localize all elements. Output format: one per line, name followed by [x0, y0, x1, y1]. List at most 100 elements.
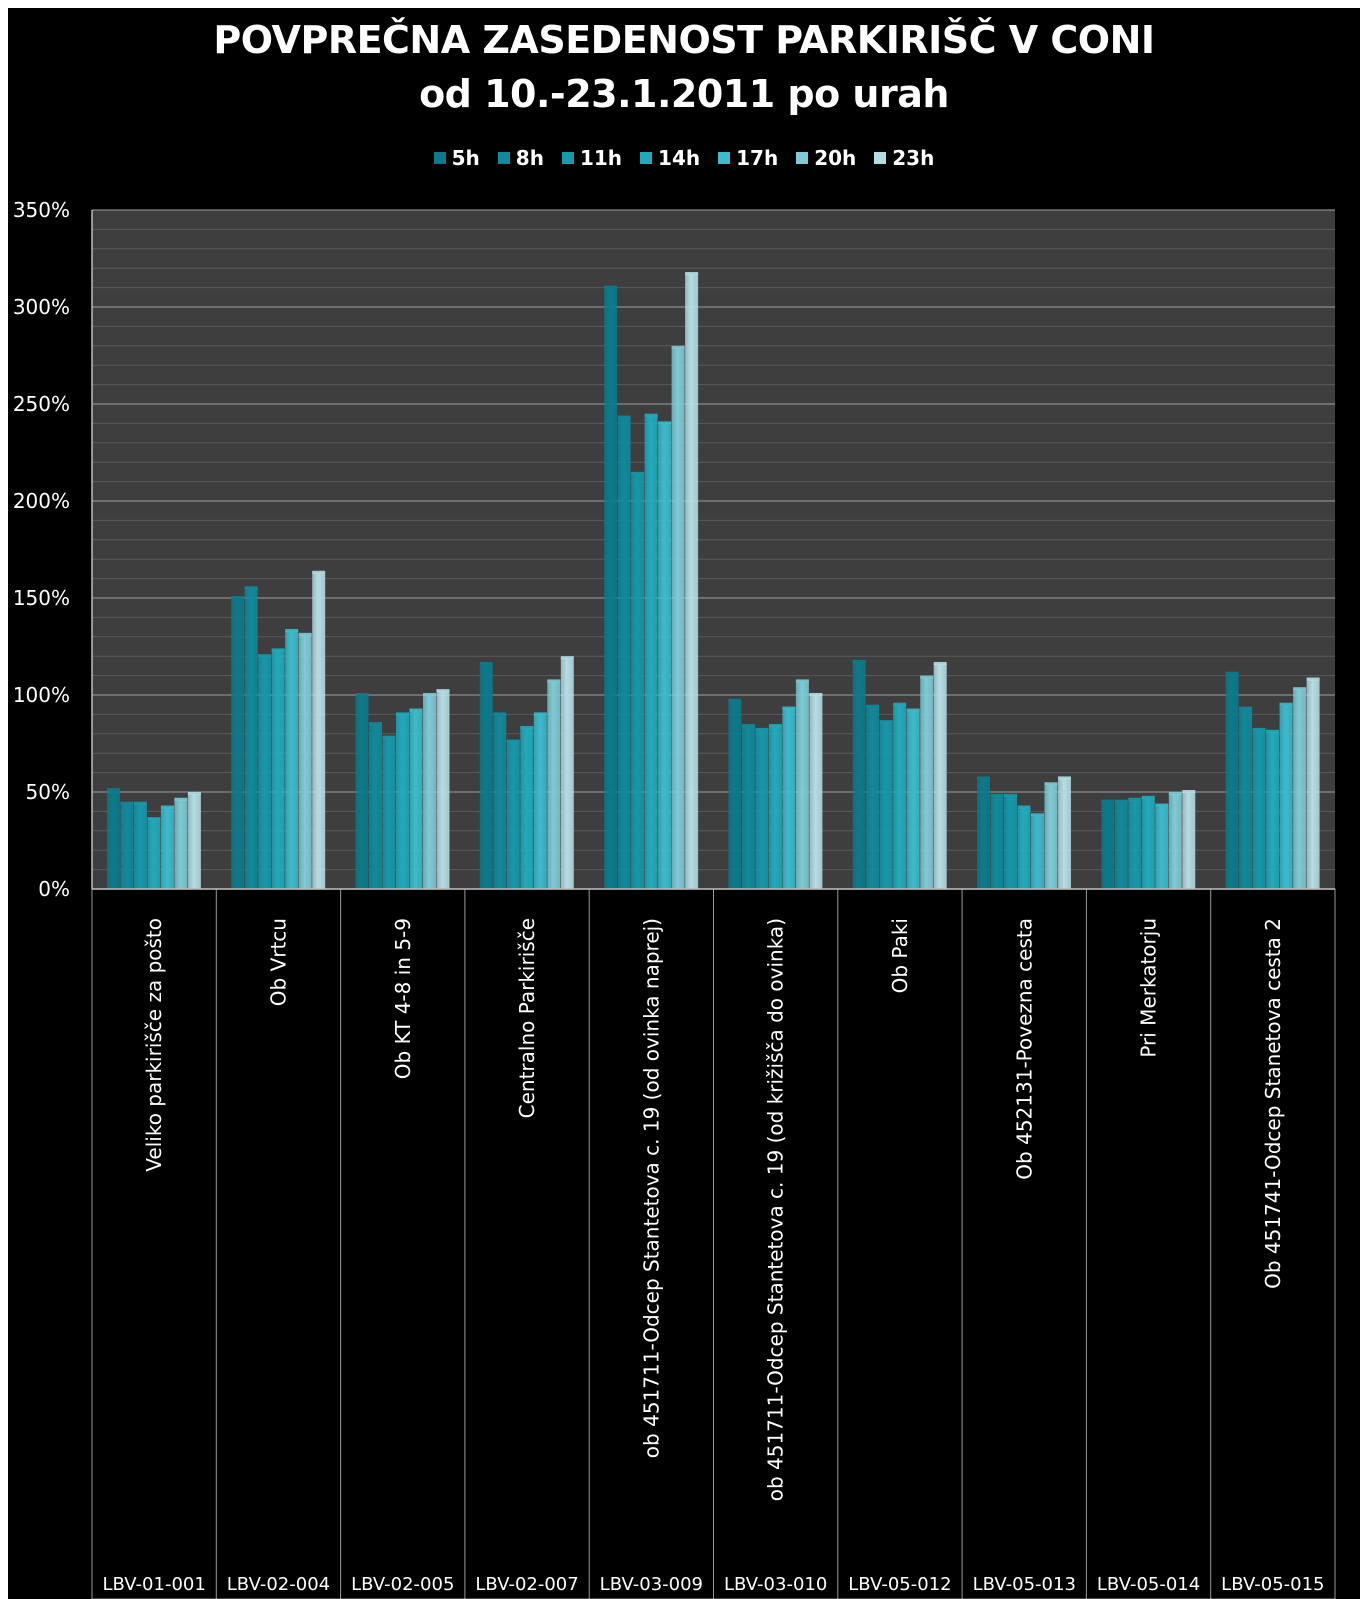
bar-cap — [479, 661, 493, 665]
bar-11h-LBV-05-013 — [1004, 795, 1017, 889]
x-code-label: LBV-01-001 — [102, 1574, 205, 1595]
bar-8h-LBV-01-001 — [120, 803, 134, 889]
x-category-label: Ob 451741-Odcep Stanetova cesta 2 — [1261, 918, 1285, 1289]
legend-item-8h: 8h — [497, 146, 544, 170]
bar-cap — [271, 648, 285, 652]
bar-8h-LBV-02-005 — [369, 724, 382, 889]
bar-20h-LBV-03-009 — [671, 347, 685, 889]
legend-label: 20h — [814, 146, 857, 170]
bar-cap — [396, 712, 409, 716]
bar-5h-LBV-05-013 — [977, 778, 990, 889]
x-code-label: LBV-05-013 — [973, 1574, 1076, 1595]
y-tick-label: 0% — [38, 877, 70, 901]
y-tick-label: 350% — [13, 198, 70, 222]
legend-label: 11h — [579, 146, 623, 170]
x-code-label: LBV-05-015 — [1221, 1574, 1324, 1595]
x-code-label: LBV-03-009 — [600, 1574, 703, 1595]
bar-cap — [1306, 677, 1320, 681]
legend-swatch — [433, 152, 446, 164]
bar-cap — [1155, 803, 1169, 807]
bar-cap — [436, 689, 450, 693]
bar-14h-LBV-05-015 — [1266, 731, 1280, 889]
x-code-label: LBV-02-007 — [475, 1574, 578, 1595]
bar-cap — [520, 725, 534, 729]
bar-20h-LBV-01-001 — [174, 799, 188, 889]
chart-title-line1: POVPREČNA ZASEDENOST PARKIRIŠČ V CONI — [213, 18, 1155, 62]
x-code-label: LBV-02-004 — [227, 1574, 330, 1595]
legend-swatch — [874, 152, 887, 164]
bar-23h-LBV-02-004 — [312, 572, 326, 889]
y-tick-label: 100% — [13, 683, 70, 707]
bar-17h-LBV-05-013 — [1031, 815, 1044, 889]
bar-14h-LBV-03-009 — [644, 415, 658, 889]
bar-cap — [1044, 782, 1058, 786]
bar-cap — [1031, 813, 1044, 817]
bar-20h-LBV-05-013 — [1044, 784, 1058, 889]
bar-cap — [409, 708, 423, 712]
bar-cap — [493, 712, 507, 716]
bar-23h-LBV-05-014 — [1182, 792, 1196, 889]
x-category-label: Pri Merkatorju — [1137, 918, 1161, 1058]
bar-11h-LBV-05-012 — [879, 722, 893, 889]
bar-cap — [755, 727, 769, 731]
bar-23h-LBV-01-001 — [187, 793, 201, 889]
bar-cap — [160, 805, 174, 809]
legend-item-5h: 5h — [433, 146, 480, 170]
bar-cap — [1004, 793, 1017, 797]
bar-11h-LBV-03-010 — [755, 729, 769, 889]
bar-5h-LBV-05-014 — [1101, 801, 1115, 889]
legend-item-11h: 11h — [561, 146, 623, 170]
bar-23h-LBV-05-012 — [933, 663, 947, 889]
bar-20h-LBV-02-007 — [547, 681, 561, 889]
bar-8h-LBV-05-015 — [1239, 708, 1253, 889]
bar-cap — [560, 656, 574, 660]
bar-cap — [1058, 776, 1071, 780]
bar-cap — [906, 708, 920, 712]
bar-cap — [741, 724, 755, 728]
bar-cap — [1017, 805, 1031, 809]
bar-cap — [1114, 799, 1128, 803]
legend-item-20h: 20h — [796, 146, 856, 170]
legend-item-17h: 17h — [718, 146, 778, 170]
bar-5h-LBV-02-004 — [231, 598, 245, 889]
bar-20h-LBV-03-010 — [795, 681, 809, 889]
bar-cap — [1279, 702, 1293, 706]
bar-11h-LBV-05-014 — [1128, 799, 1142, 889]
y-tick-label: 150% — [13, 586, 70, 610]
bar-17h-LBV-02-007 — [533, 714, 547, 889]
bar-5h-LBV-03-009 — [604, 287, 618, 890]
bar-cap — [644, 413, 658, 417]
bar-cap — [1141, 795, 1155, 799]
bar-cap — [879, 720, 893, 724]
bar-8h-LBV-05-014 — [1114, 801, 1128, 889]
bar-cap — [355, 693, 369, 696]
x-category-label: ob 451711-Odcep Stantetova c. 19 (od kri… — [764, 918, 788, 1501]
bar-cap — [977, 776, 990, 780]
legend-item-14h: 14h — [640, 146, 700, 170]
bar-cap — [258, 654, 272, 658]
bar-cap — [990, 793, 1004, 797]
bar-5h-LBV-05-015 — [1225, 673, 1239, 889]
bar-cap — [312, 570, 326, 574]
legend-label: 14h — [658, 146, 701, 170]
legend-swatch — [796, 152, 809, 164]
bar-23h-LBV-05-013 — [1058, 778, 1071, 889]
bar-cap — [547, 679, 561, 683]
bar-17h-LBV-05-014 — [1155, 805, 1169, 889]
bar-8h-LBV-02-007 — [493, 714, 507, 889]
bar-20h-LBV-02-004 — [298, 634, 312, 889]
legend-label: 5h — [451, 146, 480, 170]
legend-swatch — [561, 152, 574, 164]
bar-cap — [617, 415, 631, 419]
x-code-label: LBV-02-005 — [351, 1574, 454, 1595]
bar-23h-LBV-05-015 — [1306, 679, 1320, 889]
bar-23h-LBV-03-009 — [685, 274, 699, 889]
bar-cap — [795, 679, 809, 683]
bar-5h-LBV-03-010 — [728, 700, 742, 889]
bar-cap — [106, 788, 120, 792]
bar-20h-LBV-05-014 — [1168, 793, 1182, 889]
bar-17h-LBV-03-009 — [658, 423, 672, 889]
bar-cap — [920, 675, 934, 679]
y-tick-label: 250% — [13, 392, 70, 416]
legend-swatch — [718, 152, 731, 164]
